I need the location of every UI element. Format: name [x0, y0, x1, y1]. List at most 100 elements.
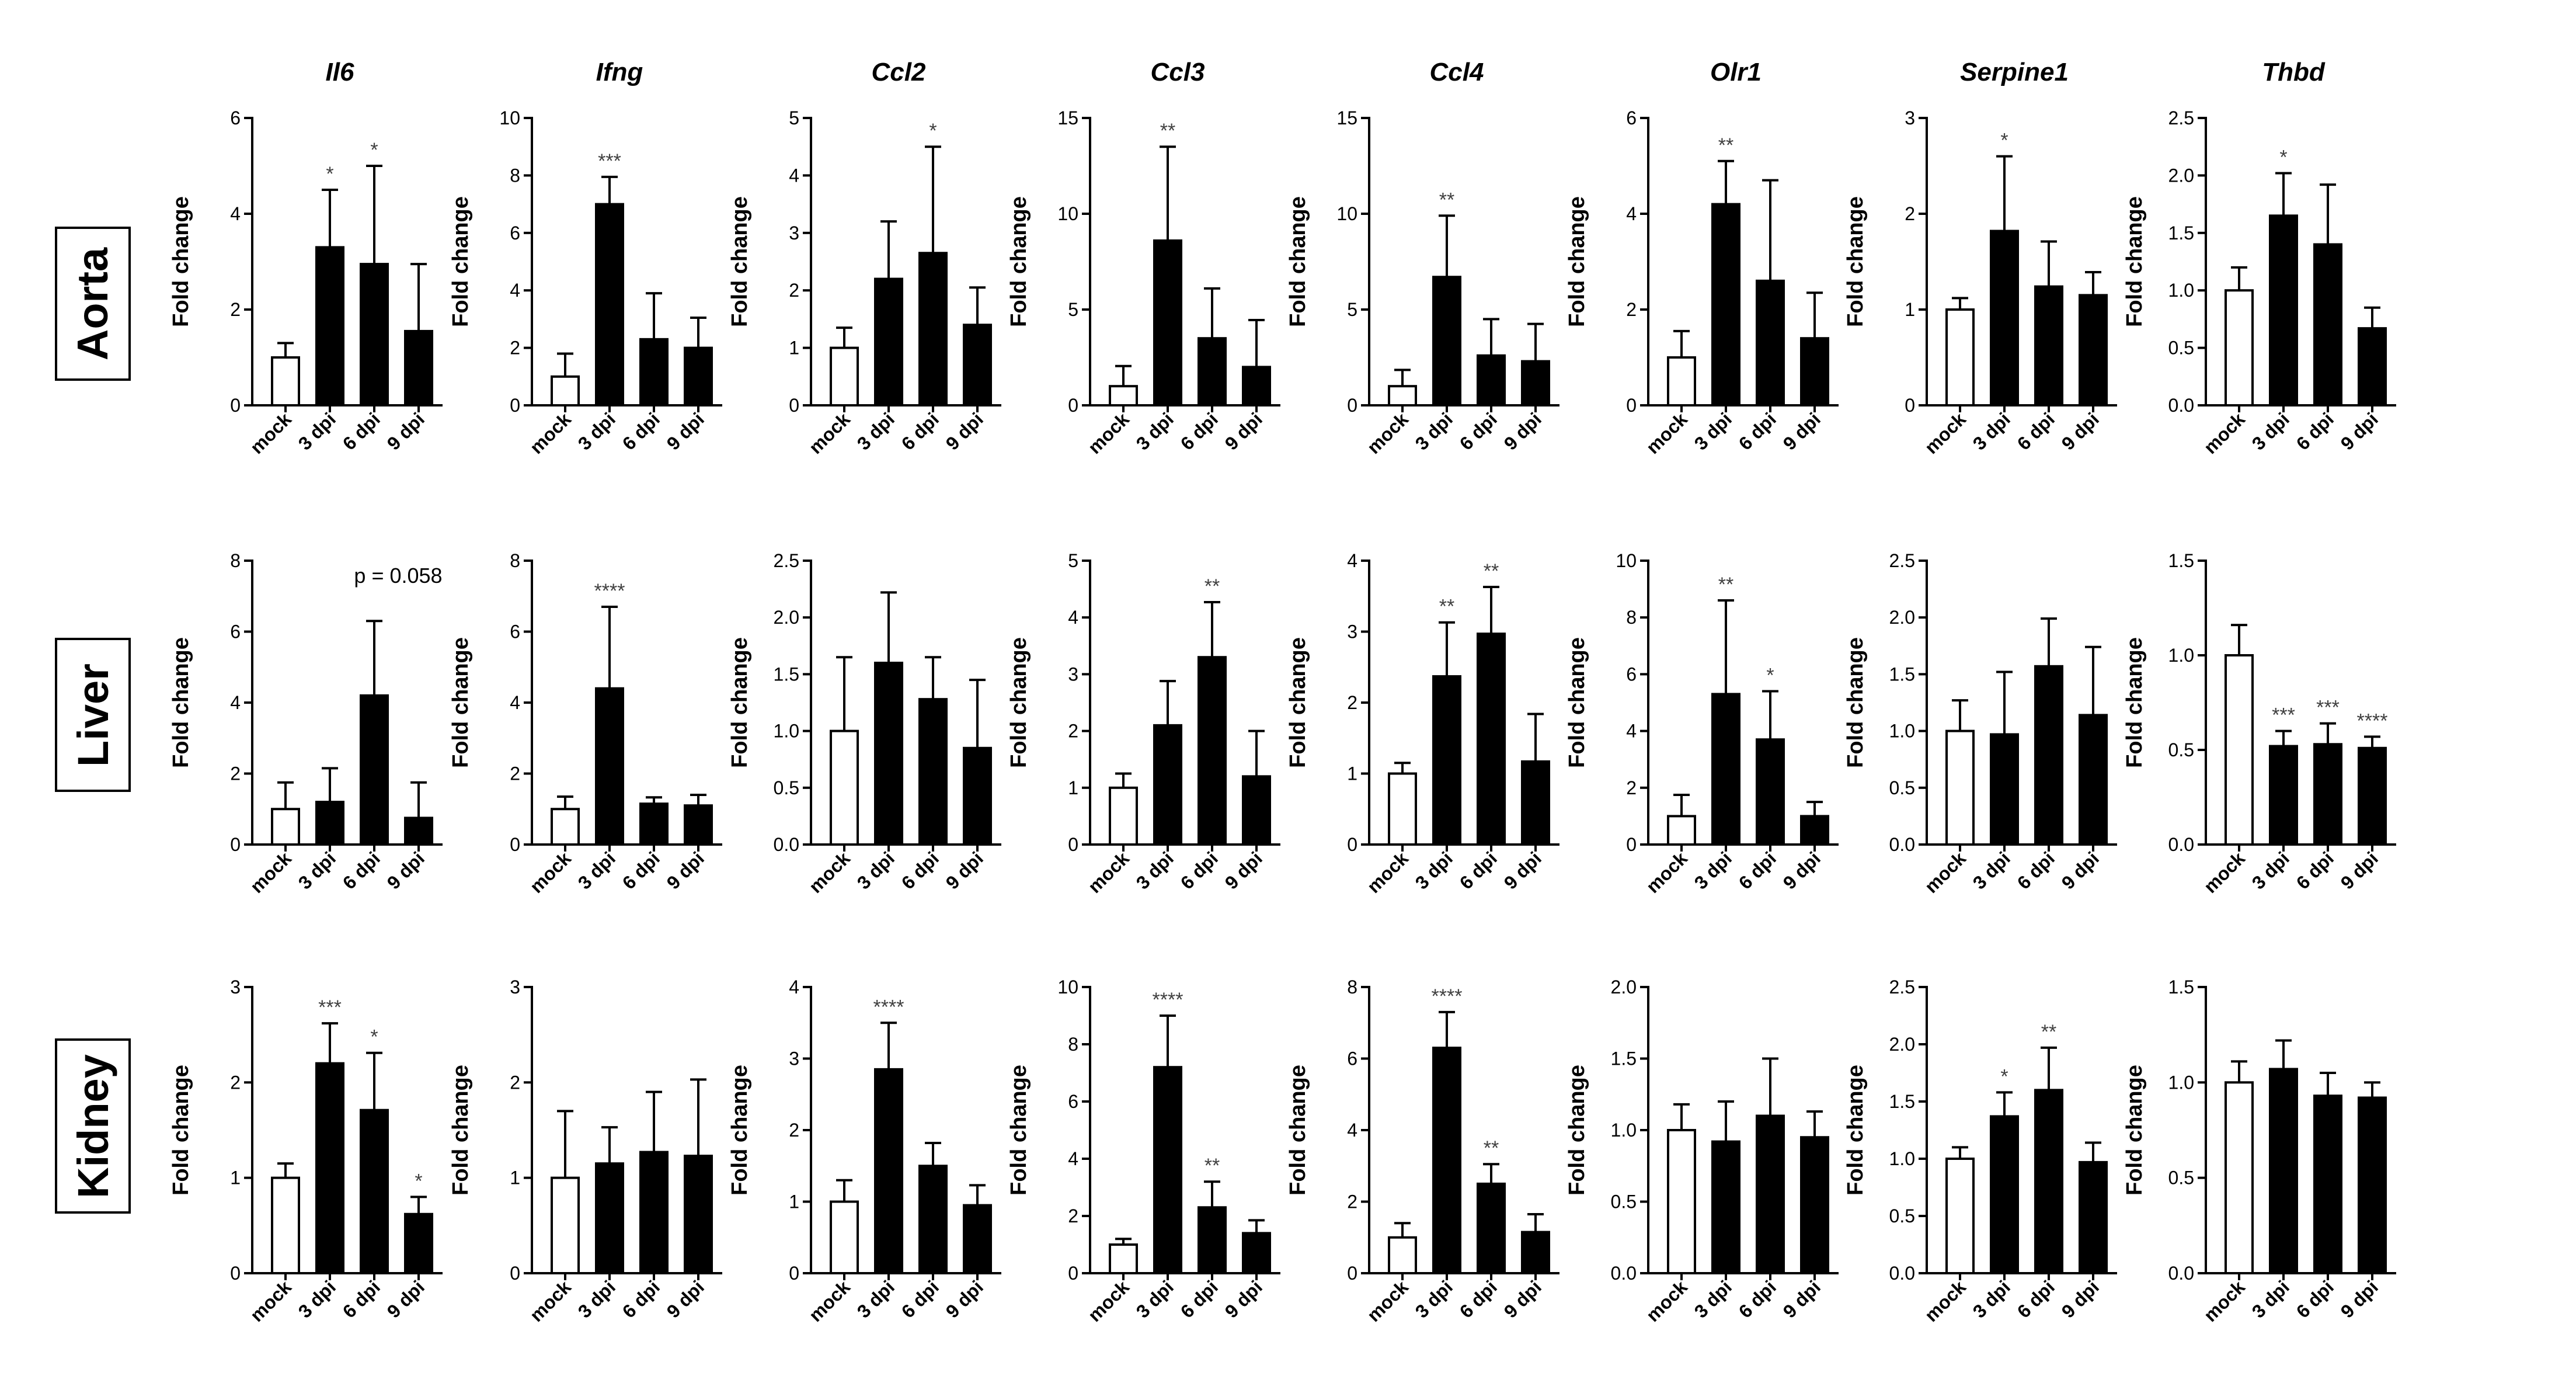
y-tick-label: 1.5	[2168, 977, 2194, 998]
y-tick-label: 2.0	[2168, 165, 2194, 186]
x-tick-label: mock	[805, 847, 854, 897]
x-tick-label: 3 dpi	[1411, 847, 1457, 893]
x-tick-label: 9 dpi	[2337, 847, 2382, 893]
bar-mock	[271, 356, 300, 406]
bar-3-dpi	[1432, 276, 1461, 406]
x-tick-label: mock	[2199, 408, 2249, 458]
x-tick-label: 3 dpi	[294, 408, 340, 454]
bar-6-dpi	[360, 263, 389, 406]
y-tick-label: 2.0	[774, 607, 799, 628]
x-tick-label: 9 dpi	[2058, 408, 2103, 454]
bar-3-dpi	[1432, 1047, 1461, 1274]
y-tick-label: 8	[510, 550, 520, 571]
bar-9-dpi	[404, 1212, 433, 1275]
y-tick-label: 2	[1347, 692, 1357, 713]
y-tick-label: 0.5	[1889, 777, 1915, 798]
bar-mock	[1388, 385, 1417, 407]
x-tick-label: 9 dpi	[1221, 1276, 1266, 1322]
y-tick-label: 4	[1626, 721, 1637, 742]
significance-marker: **	[1718, 574, 1733, 596]
y-axis-label: Fold change	[1565, 637, 1589, 768]
y-tick-label: 10	[1616, 550, 1637, 571]
significance-marker: *	[929, 120, 937, 142]
significance-marker: ****	[594, 580, 625, 602]
x-tick-label: mock	[246, 1276, 295, 1326]
x-tick-label: 6 dpi	[897, 408, 943, 454]
x-tick-label: 9 dpi	[1779, 1276, 1825, 1322]
y-tick-label: 0	[1347, 395, 1357, 416]
bar-9-dpi	[404, 329, 433, 407]
bar-9-dpi	[963, 746, 992, 846]
bar-6-dpi	[2313, 243, 2342, 406]
y-tick-label: 0	[1068, 834, 1078, 855]
x-tick-label: mock	[525, 847, 575, 897]
x-tick-label: 9 dpi	[1500, 1276, 1545, 1322]
x-tick-label: 3 dpi	[1690, 847, 1736, 893]
bar-mock	[551, 1176, 580, 1274]
bar-mock	[2225, 1081, 2254, 1275]
x-tick-label: 6 dpi	[1176, 1276, 1222, 1322]
y-tick-label: 1.5	[2168, 223, 2194, 244]
x-tick-label: 9 dpi	[1221, 847, 1266, 893]
y-axis-label: Fold change	[448, 196, 473, 327]
bar-9-dpi	[1521, 1231, 1550, 1274]
x-tick-label: 9 dpi	[383, 847, 429, 893]
x-tick-label: 9 dpi	[1779, 408, 1825, 454]
y-tick-label: 2.5	[1889, 977, 1915, 998]
y-tick-label: 3	[230, 977, 241, 998]
y-tick-label: 0	[510, 1263, 520, 1284]
y-tick-label: 8	[510, 165, 520, 186]
y-tick-label: 1.0	[2168, 1072, 2194, 1093]
x-tick-label: mock	[246, 847, 295, 897]
significance-marker: *	[370, 1026, 378, 1048]
y-tick-label: 10	[1057, 977, 1078, 998]
y-axis-label: Fold change	[448, 637, 473, 768]
bar-mock	[1667, 815, 1696, 846]
y-axis-label: Fold change	[1565, 1065, 1589, 1196]
y-tick-label: 0	[1347, 1263, 1357, 1284]
significance-marker: **	[1205, 1155, 1220, 1177]
bar-6-dpi	[918, 1165, 948, 1274]
bar-9-dpi	[1242, 775, 1271, 846]
y-tick-label: 2.5	[2168, 107, 2194, 128]
bar-9-dpi	[963, 1204, 992, 1274]
gene-header-olr1: Olr1	[1710, 58, 1762, 86]
bar-9-dpi	[1242, 366, 1271, 407]
bar-3-dpi	[874, 661, 903, 846]
bar-6-dpi	[918, 252, 948, 406]
y-tick-label: 4	[510, 280, 520, 301]
y-axis-label: Fold change	[1007, 1065, 1031, 1196]
x-tick-label: 3 dpi	[1969, 847, 2014, 893]
y-tick-label: 2.0	[1611, 977, 1637, 998]
y-tick-label: 6	[1347, 1048, 1357, 1069]
bar-mock	[551, 808, 580, 846]
x-tick-label: 6 dpi	[2292, 408, 2338, 454]
y-tick-label: 4	[789, 165, 799, 186]
significance-marker: ***	[318, 996, 342, 1019]
bar-mock	[2225, 289, 2254, 407]
bar-3-dpi	[1153, 1066, 1182, 1274]
x-tick-label: mock	[1084, 1276, 1133, 1326]
y-tick-label: 3	[1905, 107, 1915, 128]
bar-mock	[551, 375, 580, 406]
x-tick-label: 9 dpi	[942, 847, 987, 893]
x-tick-label: 9 dpi	[2058, 847, 2103, 893]
x-tick-label: 3 dpi	[1132, 847, 1178, 893]
bar-9-dpi	[2358, 327, 2387, 406]
y-tick-label: 0	[1905, 395, 1915, 416]
bar-6-dpi	[1756, 279, 1785, 406]
y-axis-label: Fold change	[2122, 196, 2147, 327]
significance-marker: **	[2041, 1021, 2056, 1043]
y-tick-label: 0.5	[2168, 739, 2194, 760]
gene-header-ccl2: Ccl2	[872, 58, 926, 86]
y-tick-label: 1	[1905, 299, 1915, 320]
x-tick-label: 3 dpi	[1411, 1276, 1457, 1322]
y-tick-label: 2	[1905, 203, 1915, 224]
panel-kidney-serpine1: Fold change 0.0 0.5 1.0 1.5 2.0 2.5 mock * 3 dpi *…	[1843, 977, 2117, 1326]
x-tick-label: 6 dpi	[897, 847, 943, 893]
y-tick-label: 0.0	[774, 834, 799, 855]
x-tick-label: 3 dpi	[1132, 1276, 1178, 1322]
y-axis-label: Fold change	[1843, 196, 1868, 327]
